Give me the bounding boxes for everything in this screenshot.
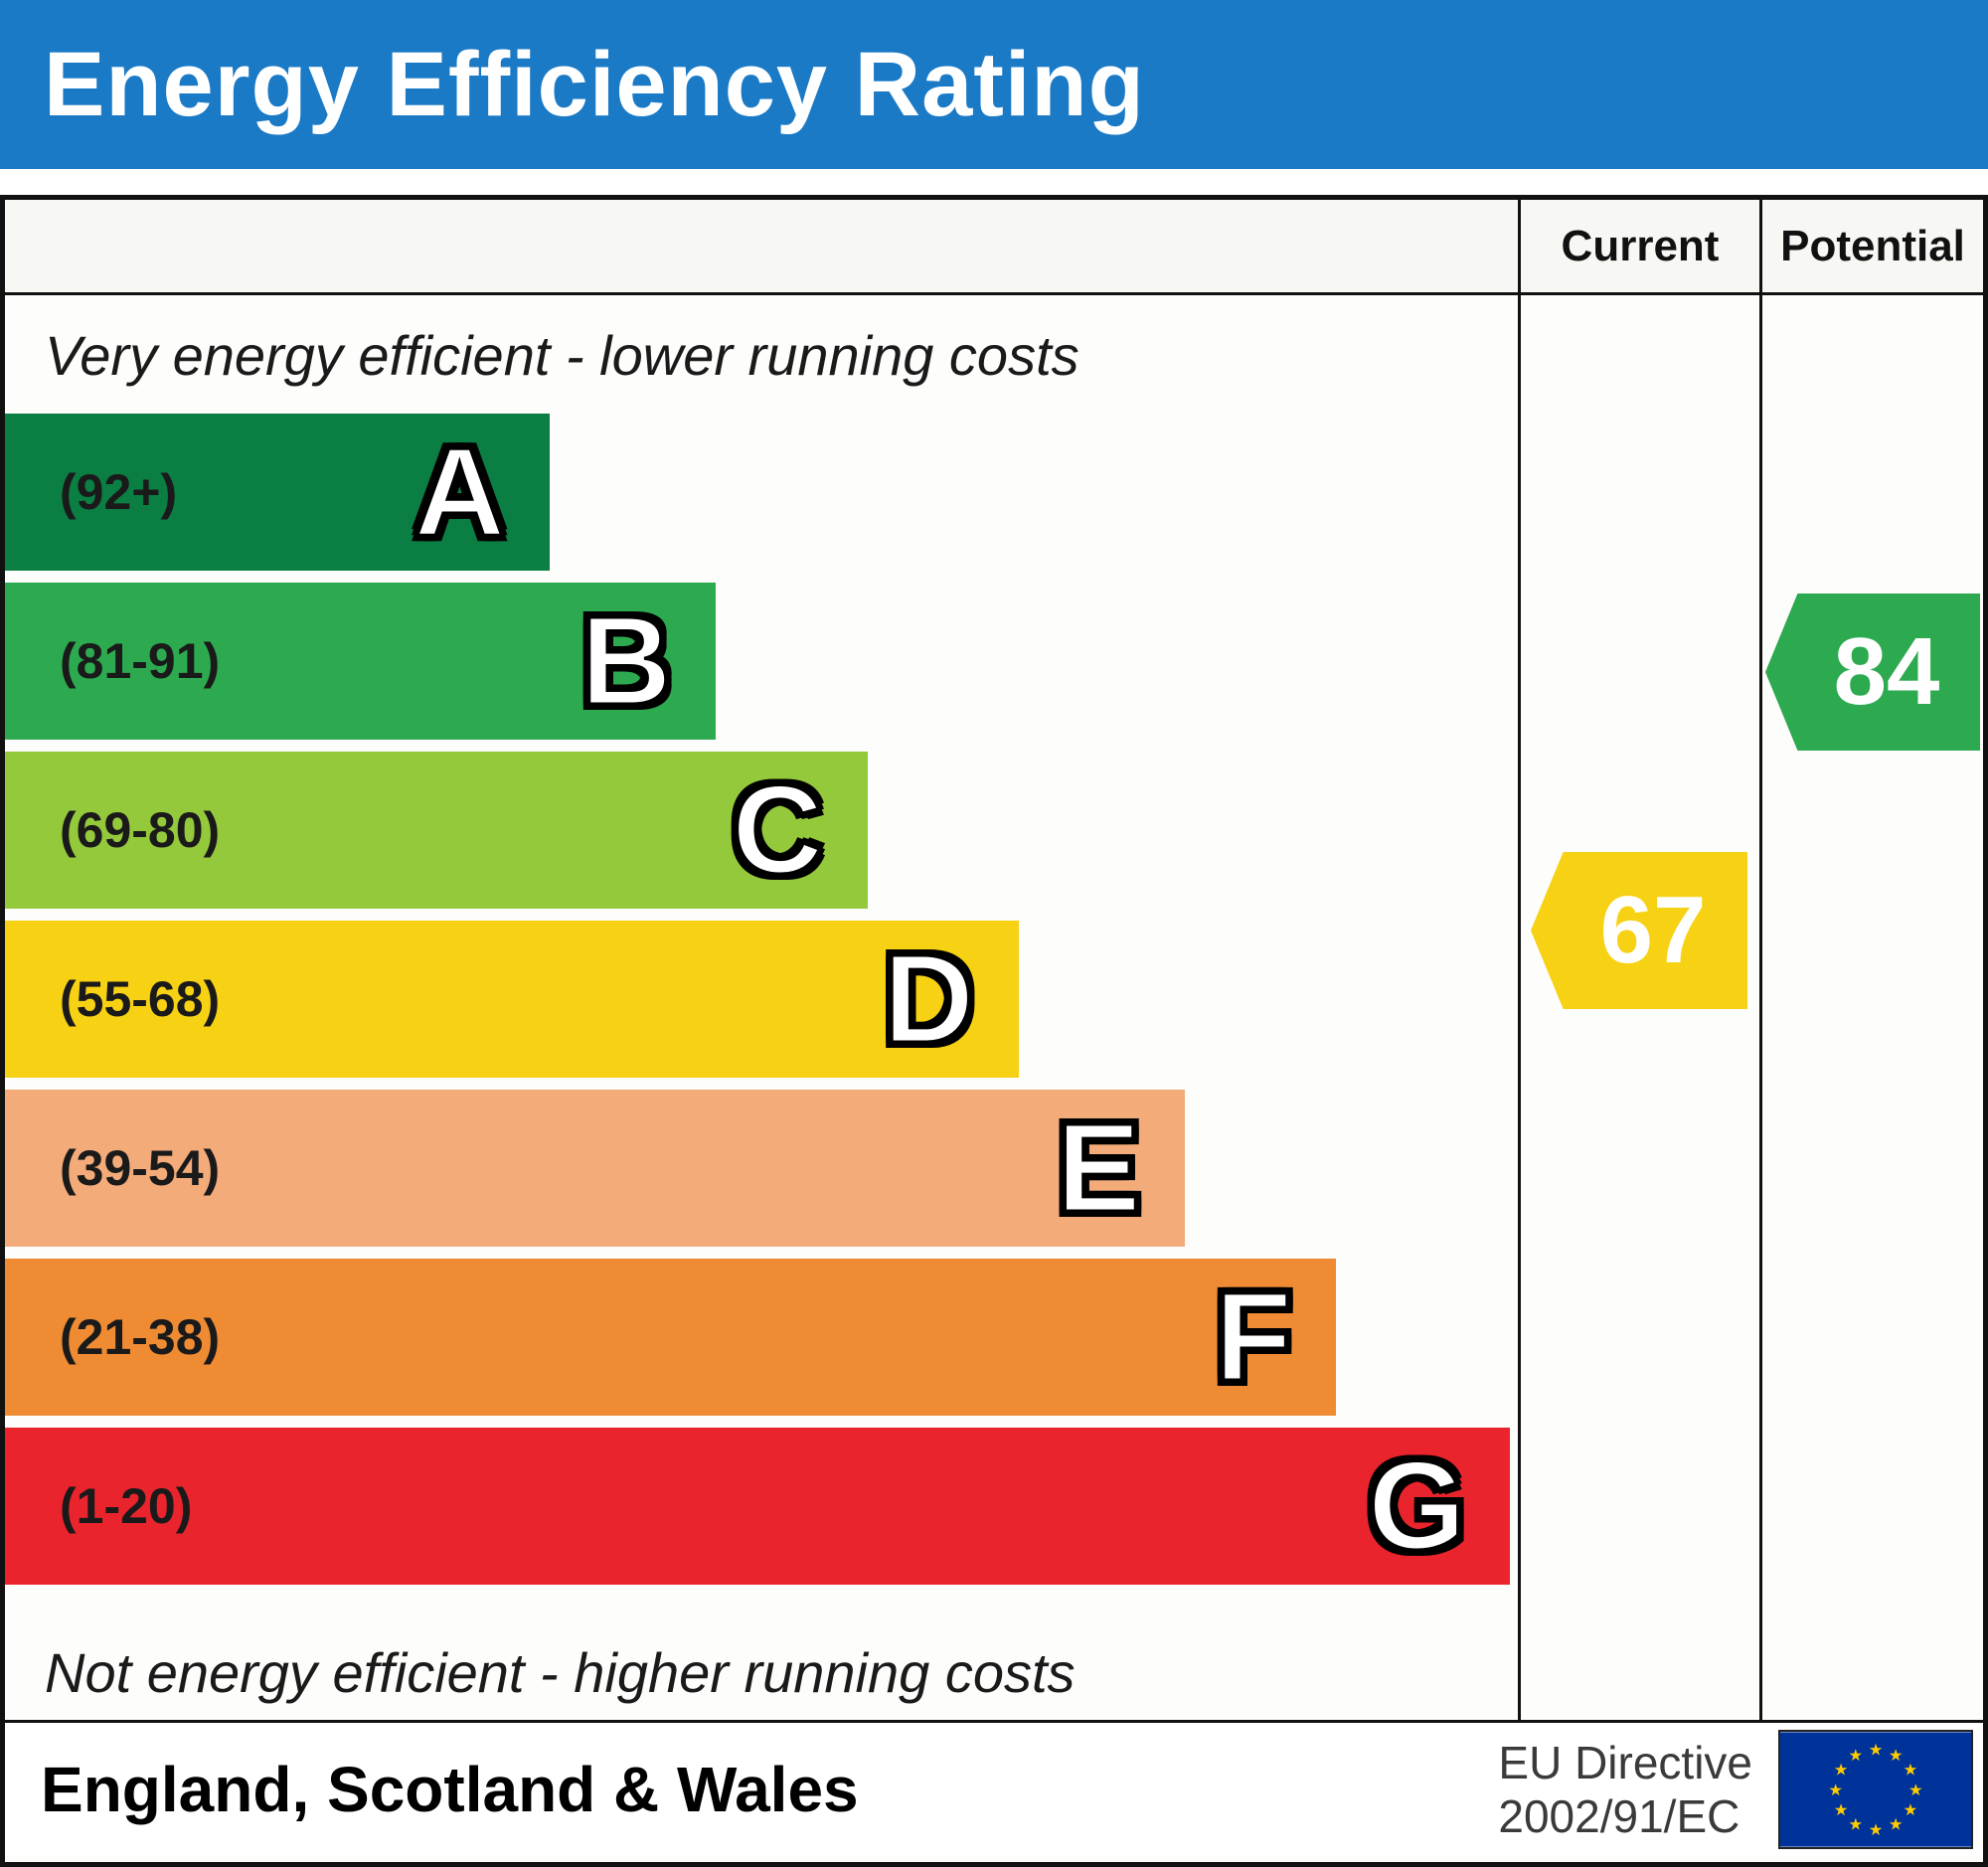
current-pointer: 67 [1531, 852, 1747, 1009]
eu-directive-line1: EU Directive [1498, 1736, 1752, 1788]
svg-text:★: ★ [1869, 1740, 1884, 1759]
band-range-label: (1-20) [60, 1478, 193, 1534]
band-bar-g: (1-20) G [5, 1428, 1511, 1585]
header-gap [0, 169, 1988, 195]
potential-column: 84 [1759, 295, 1983, 1720]
svg-text:★: ★ [1908, 1781, 1923, 1799]
svg-text:★: ★ [1889, 1815, 1904, 1834]
band-row-a: (92+) A [5, 414, 1518, 571]
svg-text:★: ★ [1889, 1746, 1904, 1765]
footer-region-label: England, Scotland & Wales [41, 1754, 859, 1825]
svg-text:★: ★ [1869, 1820, 1884, 1839]
band-letter: F [1214, 1266, 1293, 1409]
band-range-label: (69-80) [60, 802, 221, 858]
svg-text:★: ★ [1828, 1781, 1843, 1799]
footer-right-group: EU Directive 2002/91/EC ★ ★ ★ ★ ★ ★ ★ ★ … [1498, 1730, 1983, 1849]
table-head-spacer [5, 200, 1518, 292]
epc-chart-frame: Current Potential Very energy efficient … [0, 195, 1988, 1867]
potential-column-header: Potential [1759, 200, 1983, 292]
band-row-e: (39-54) E [5, 1090, 1518, 1247]
svg-text:★: ★ [1834, 1761, 1849, 1780]
svg-text:★: ★ [1849, 1815, 1864, 1834]
current-value: 67 [1599, 877, 1707, 983]
title-bar: Energy Efficiency Rating [0, 0, 1988, 169]
svg-text:★: ★ [1904, 1800, 1918, 1819]
band-bar-a: (92+) A [5, 414, 550, 571]
band-letter: E [1056, 1097, 1142, 1240]
band-letter: D [882, 928, 975, 1071]
page-title: Energy Efficiency Rating [44, 33, 1145, 135]
svg-text:★: ★ [1904, 1761, 1918, 1780]
table-header-row: Current Potential [5, 200, 1983, 295]
band-range-label: (92+) [60, 464, 178, 520]
band-bar-c: (69-80) C [5, 752, 868, 909]
potential-value: 84 [1833, 618, 1940, 725]
current-column-header: Current [1518, 200, 1759, 292]
eu-flag-icon: ★ ★ ★ ★ ★ ★ ★ ★ ★ ★ ★ ★ [1778, 1730, 1973, 1849]
band-range-label: (55-68) [60, 971, 221, 1027]
eu-directive-label: EU Directive 2002/91/EC [1498, 1736, 1752, 1844]
band-row-d: (55-68) D [5, 921, 1518, 1078]
footer-row: England, Scotland & Wales EU Directive 2… [5, 1723, 1983, 1856]
bottom-note: Not energy efficient - higher running co… [45, 1641, 1076, 1704]
svg-text:★: ★ [1849, 1746, 1864, 1765]
band-bar-d: (55-68) D [5, 921, 1019, 1078]
band-range-label: (21-38) [60, 1309, 221, 1365]
band-row-g: (1-20) G [5, 1428, 1518, 1585]
band-row-b: (81-91) B [5, 583, 1518, 740]
table-body: Very energy efficient - lower running co… [5, 295, 1983, 1723]
current-column: 67 [1518, 295, 1759, 1720]
band-letter: A [413, 421, 506, 564]
band-row-c: (69-80) C [5, 752, 1518, 909]
bands-column: Very energy efficient - lower running co… [5, 295, 1518, 1720]
band-letter: C [731, 759, 824, 902]
band-bar-e: (39-54) E [5, 1090, 1186, 1247]
eu-directive-line2: 2002/91/EC [1498, 1790, 1740, 1842]
band-row-f: (21-38) F [5, 1259, 1518, 1416]
potential-pointer: 84 [1765, 594, 1980, 751]
svg-text:★: ★ [1834, 1800, 1849, 1819]
top-note: Very energy efficient - lower running co… [45, 324, 1079, 387]
band-letter: B [580, 590, 673, 733]
band-range-label: (39-54) [60, 1140, 221, 1196]
band-bar-f: (21-38) F [5, 1259, 1337, 1416]
band-range-label: (81-91) [60, 633, 221, 689]
band-letter: G [1367, 1435, 1467, 1578]
band-bar-b: (81-91) B [5, 583, 717, 740]
